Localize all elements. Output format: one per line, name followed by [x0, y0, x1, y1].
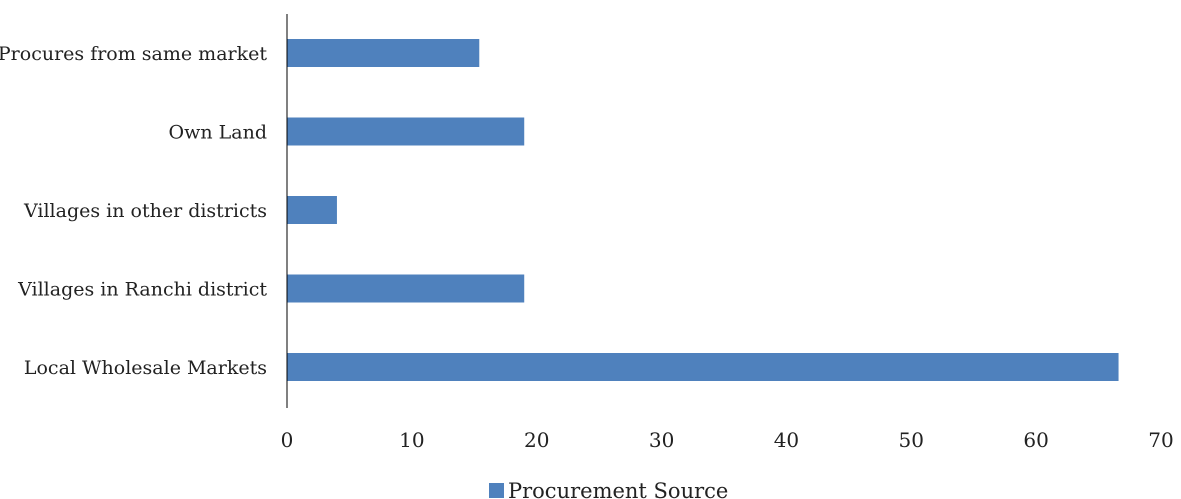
x-tick-label: 40 [774, 428, 799, 452]
legend-label: Procurement Source [508, 479, 728, 499]
category-label: Villages in Ranchi district [17, 279, 267, 301]
category-label: Own Land [169, 122, 267, 144]
bar [287, 353, 1119, 381]
bar [287, 117, 525, 146]
category-label: Local Wholesale Markets [24, 357, 267, 379]
x-tick-label: 20 [524, 428, 549, 452]
x-tick-label: 60 [1023, 428, 1048, 452]
x-tick-label: 30 [649, 428, 674, 452]
legend: Procurement Source [489, 479, 728, 499]
category-label: Villages in other districts [23, 200, 267, 222]
bar [287, 274, 525, 303]
x-tick-labels: 0 10 20 30 40 50 60 70 [281, 428, 1174, 452]
bars-group [287, 39, 1119, 381]
x-tick-label: 0 [281, 428, 294, 452]
bar [287, 196, 337, 224]
legend-swatch [489, 483, 504, 498]
category-label: Procures from same market [0, 43, 267, 65]
bar [287, 39, 480, 67]
category-labels: Procures from same market Own Land Village… [0, 43, 267, 379]
x-tick-label: 50 [899, 428, 924, 452]
x-tick-label: 70 [1148, 428, 1173, 452]
x-tick-label: 10 [399, 428, 424, 452]
